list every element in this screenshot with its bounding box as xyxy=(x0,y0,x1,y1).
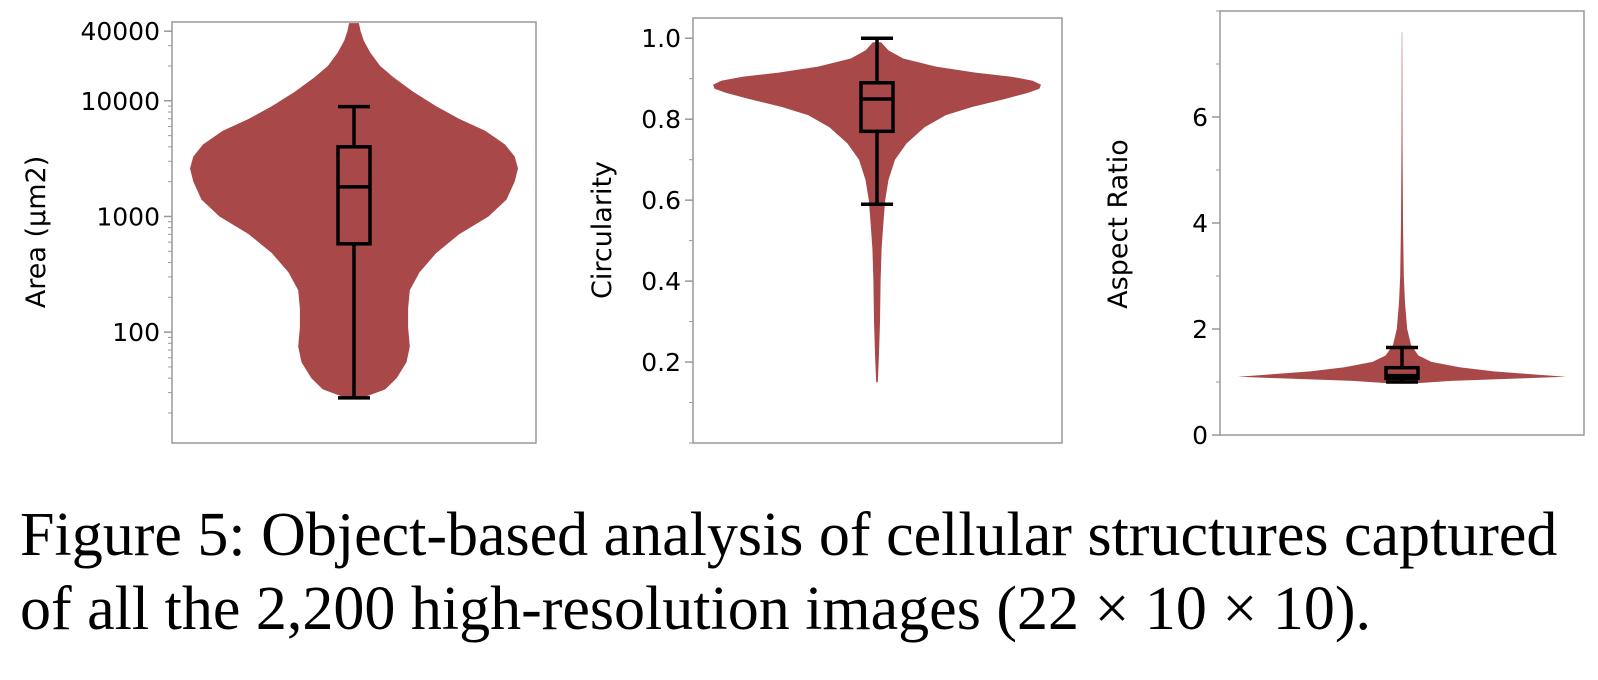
ytick-label: 0 xyxy=(1192,421,1208,450)
plot-frame xyxy=(171,21,537,444)
y-axis-label: Area (µm2) xyxy=(21,156,52,308)
ytick-label: 40000 xyxy=(80,17,160,46)
panel-area: 100 1000 10000 40000 Area (µm2) xyxy=(21,17,537,444)
ytick-label: 0.4 xyxy=(641,267,681,296)
box-plot xyxy=(336,104,372,400)
caption-line: Figure 5: Object-based analysis of cellu… xyxy=(20,501,1558,569)
iqr-box xyxy=(1384,365,1420,381)
ytick-label: 1000 xyxy=(96,202,160,231)
violin-body xyxy=(713,42,1041,383)
caption-line: of all the 2,200 high-resolution images … xyxy=(20,575,1372,643)
ytick-label: 0.6 xyxy=(641,186,681,215)
violin-figure: 100 1000 10000 40000 Area (µm2) 0.2 0.4 … xyxy=(21,10,1585,450)
ytick-label: 4 xyxy=(1192,209,1208,238)
plot-frame xyxy=(692,17,1063,444)
y-axis-label: Aspect Ratio xyxy=(1103,139,1134,309)
violin-body xyxy=(190,23,518,398)
ytick-label: 0.2 xyxy=(641,348,681,377)
ytick-label: 100 xyxy=(112,318,160,347)
box-plot xyxy=(1384,345,1420,384)
iqr-box xyxy=(859,81,895,134)
ytick-label: 2 xyxy=(1192,315,1208,344)
panel-circularity: 0.2 0.4 0.6 0.8 1.0 Circularity xyxy=(587,17,1063,444)
tick-marks xyxy=(685,37,693,444)
y-axis-label: Circularity xyxy=(587,161,618,299)
iqr-box xyxy=(336,145,372,246)
panel-aspect-ratio: 0 2 4 6 Aspect Ratio xyxy=(1103,10,1585,450)
ytick-label: 1.0 xyxy=(641,24,681,53)
figure-caption: Figure 5: Object-based analysis of cellu… xyxy=(20,498,1590,646)
tick-marks xyxy=(164,30,172,414)
ytick-label: 0.8 xyxy=(641,105,681,134)
ytick-label: 6 xyxy=(1192,103,1208,132)
violin-body xyxy=(1238,32,1566,384)
tick-marks xyxy=(1212,10,1220,436)
box-plot xyxy=(859,36,895,206)
ytick-label: 10000 xyxy=(80,87,160,116)
